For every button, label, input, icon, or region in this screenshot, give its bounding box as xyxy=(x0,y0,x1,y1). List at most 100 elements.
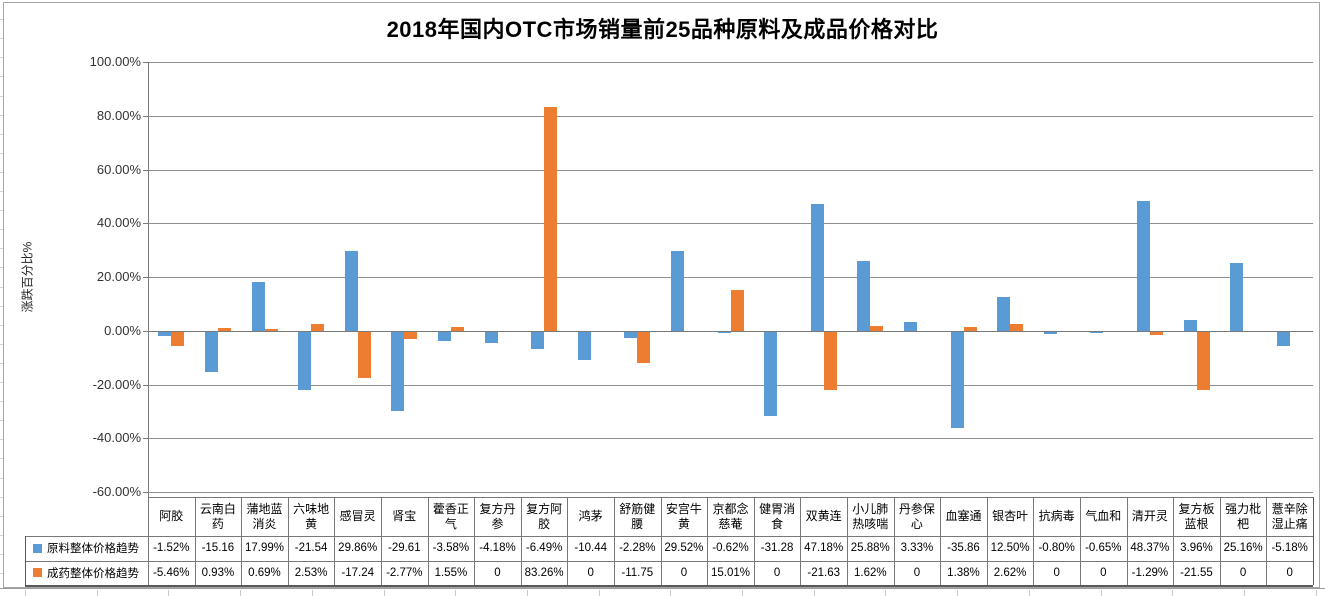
y-axis-tick-mark xyxy=(143,277,148,278)
table-value-cell: 0 xyxy=(1053,566,1060,579)
worksheet-column-gridline xyxy=(813,590,815,596)
table-line xyxy=(427,497,429,585)
gridline xyxy=(148,169,1313,171)
worksheet-column-gridline xyxy=(957,590,959,596)
category-header: 复方阿胶 xyxy=(526,501,563,531)
table-value-cell: 29.86% xyxy=(338,542,378,555)
table-line xyxy=(753,497,755,585)
gridline xyxy=(148,438,1313,440)
worksheet-row-gridline xyxy=(0,363,3,364)
category-header: 复方板蓝根 xyxy=(1178,501,1215,531)
bar xyxy=(810,203,824,331)
table-value-cell: 15.01% xyxy=(710,566,750,579)
table-value-cell: -10.44 xyxy=(574,542,607,555)
table-value-cell: 2.53% xyxy=(294,566,328,579)
bar xyxy=(624,331,638,338)
table-line xyxy=(567,497,569,585)
table-line xyxy=(1219,497,1221,585)
category-header: 小儿肺热咳喘 xyxy=(852,501,889,531)
gridline xyxy=(148,62,1313,63)
category-header: 抗病毒 xyxy=(1038,509,1075,523)
worksheet-row-gridline xyxy=(0,344,3,345)
bar xyxy=(450,326,464,331)
table-line xyxy=(1313,497,1314,585)
table-value-cell: 48.37% xyxy=(1130,542,1170,555)
table-value-cell: -11.75 xyxy=(621,566,654,579)
y-axis-tick-mark xyxy=(143,330,148,332)
category-header: 蒲地蓝消炎 xyxy=(246,501,283,531)
bar xyxy=(637,331,651,364)
worksheet-column-gridline xyxy=(1315,590,1317,596)
table-line xyxy=(1266,497,1268,585)
chart-object-border xyxy=(3,2,1320,588)
bar xyxy=(1043,331,1057,334)
table-line xyxy=(707,497,709,585)
bar xyxy=(1149,331,1163,336)
bar xyxy=(544,106,558,331)
table-line xyxy=(800,497,802,585)
category-header: 健胃消食 xyxy=(759,501,796,531)
table-line xyxy=(940,497,942,585)
category-header: 双黄连 xyxy=(805,509,842,523)
y-axis-tick-label: 0.00% xyxy=(104,322,141,338)
table-value-cell: 0 xyxy=(1239,566,1247,579)
table-value-cell: -31.28 xyxy=(760,542,794,555)
bar xyxy=(158,331,172,336)
bar xyxy=(717,331,731,334)
series2-legend-swatch xyxy=(33,568,42,578)
table-value-cell: 12.50% xyxy=(990,542,1030,555)
table-line xyxy=(25,585,1313,587)
category-header: 丹参保心 xyxy=(898,501,935,531)
bar xyxy=(251,282,265,331)
bar xyxy=(531,331,545,350)
bar xyxy=(1196,331,1210,390)
worksheet-column-gridline xyxy=(526,590,528,596)
worksheet-row-gridline xyxy=(0,248,3,249)
worksheet-row-gridline xyxy=(0,229,3,230)
worksheet-column-gridline xyxy=(1100,590,1102,596)
worksheet-row-gridline xyxy=(0,115,3,116)
gridline xyxy=(148,223,1313,225)
table-line xyxy=(25,536,1313,537)
category-header: 鸿茅 xyxy=(578,509,603,523)
worksheet-column-gridline xyxy=(1243,590,1245,596)
y-axis-tick-label: 20.00% xyxy=(96,269,141,284)
category-header: 肾宝 xyxy=(392,509,417,523)
bar xyxy=(484,331,498,343)
bar xyxy=(870,326,884,331)
bar xyxy=(1090,331,1104,334)
worksheet-row-gridline xyxy=(0,96,3,97)
table-value-cell: 0.93% xyxy=(201,566,235,579)
worksheet-row-gridline xyxy=(0,76,3,77)
worksheet-column-gridline xyxy=(168,590,170,596)
legend-item: 原料整体价格趋势 xyxy=(26,537,147,560)
table-line xyxy=(520,497,522,585)
worksheet-row-gridline xyxy=(0,478,3,479)
table-line xyxy=(614,497,615,585)
table-value-cell: 47.18% xyxy=(804,542,844,555)
table-value-cell: 25.16% xyxy=(1223,542,1263,555)
bar xyxy=(857,261,871,331)
table-value-cell: -21.63 xyxy=(807,566,840,579)
table-value-cell: -1.52% xyxy=(153,542,190,555)
y-axis-tick-label: 80.00% xyxy=(96,107,141,123)
table-line xyxy=(1033,497,1035,585)
y-axis-tick-mark xyxy=(143,438,148,440)
worksheet-row-gridline xyxy=(0,191,3,192)
table-value-cell: 1.62% xyxy=(853,566,887,579)
bar xyxy=(171,331,185,347)
category-header: 阿胶 xyxy=(159,509,184,523)
worksheet-row-gridline xyxy=(0,420,3,421)
bar xyxy=(823,331,837,390)
y-axis-tick-mark xyxy=(143,169,148,171)
table-value-cell: -6.49% xyxy=(525,542,563,555)
category-header: 六味地黄 xyxy=(293,501,330,531)
category-header: 气血和 xyxy=(1085,509,1122,523)
table-value-cell: 0 xyxy=(1286,566,1293,579)
bar xyxy=(357,331,371,379)
category-header: 安宫牛黄 xyxy=(665,501,702,531)
y-axis-tick-mark xyxy=(143,115,148,117)
bar xyxy=(577,331,591,360)
y-axis-tick-label: -20.00% xyxy=(92,376,141,392)
worksheet-row-gridline xyxy=(0,554,3,555)
